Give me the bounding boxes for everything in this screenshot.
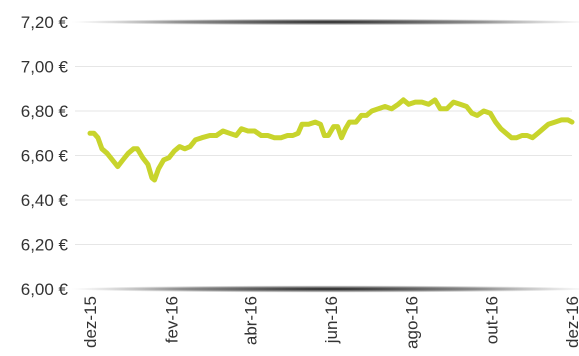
x-tick-label: dez-15 (81, 296, 100, 348)
x-tick-label: fev-16 (163, 296, 182, 343)
y-tick-label: 6,40 € (21, 191, 69, 210)
top-axis-shadow (70, 18, 579, 26)
x-tick-label: jun-16 (322, 296, 341, 344)
x-tick-label: ago-16 (402, 296, 421, 349)
x-tick-label: out-16 (483, 296, 502, 344)
y-tick-label: 6,20 € (21, 236, 69, 255)
y-tick-label: 6,80 € (21, 102, 69, 121)
y-tick-label: 6,60 € (21, 147, 69, 166)
y-tick-label: 7,20 € (21, 13, 69, 32)
bottom-axis-shadow (70, 285, 579, 293)
y-tick-label: 7,00 € (21, 58, 69, 77)
x-tick-label: abr-16 (242, 296, 261, 345)
grid-lines (75, 66, 572, 245)
series-line (87, 97, 575, 183)
y-tick-label: 6,00 € (21, 280, 69, 299)
x-axis-ticks: dez-15 fev-16 abr-16 jun-16 ago-16 out-16 dez-… (81, 296, 579, 349)
y-axis-ticks: 6,00 € 6,20 € 6,40 € 6,60 € 6,80 € 7,00 € 7,20… (21, 13, 69, 299)
x-tick-label: dez-16 (563, 296, 579, 348)
